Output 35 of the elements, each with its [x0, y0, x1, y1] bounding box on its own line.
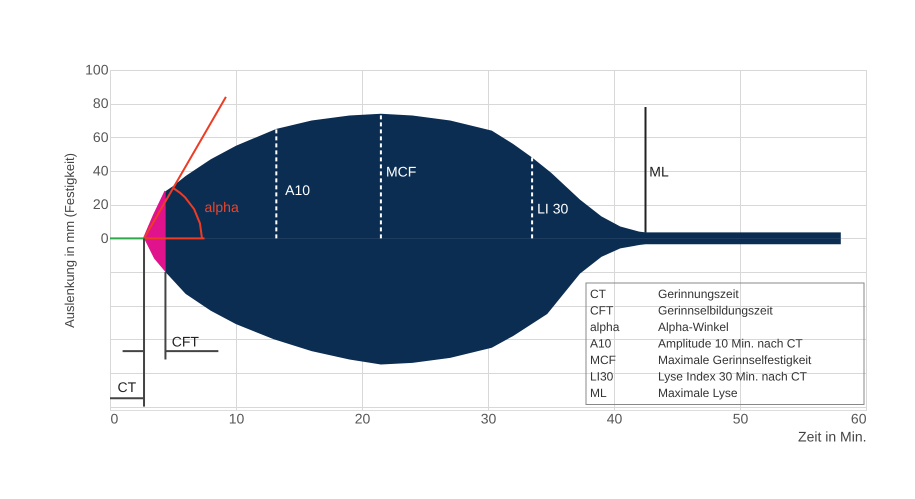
y-tick-label: 60 — [92, 128, 109, 145]
x-tick-label: 40 — [606, 410, 622, 426]
y-tick-label: 100 — [85, 62, 109, 78]
annotation: ML — [649, 164, 669, 180]
annotation: CT — [590, 287, 607, 301]
x-tick-label: 30 — [480, 410, 496, 426]
y-tick-label: 80 — [92, 95, 109, 112]
annotation: A10 — [285, 182, 310, 198]
annotation: CFT — [590, 304, 614, 318]
annotation: LI30 — [590, 370, 614, 384]
annotation: Maximale Lyse — [658, 386, 738, 400]
annotation: CT — [118, 379, 137, 396]
x-tick-label: 20 — [354, 410, 370, 426]
annotation: CFT — [172, 334, 200, 350]
annotation: alpha — [204, 199, 239, 216]
annotation: A10 — [590, 336, 612, 350]
x-tick-label: 60 — [850, 410, 867, 426]
annotation: ML — [590, 386, 607, 400]
annotation: Alpha-Winkel — [658, 320, 729, 334]
annotation: Gerinnselbildungszeit — [658, 304, 774, 318]
annotation: Amplitude 10 Min. nach CT — [658, 336, 804, 350]
y-tick-label: 20 — [92, 196, 109, 212]
annotation: MCF — [590, 353, 616, 367]
x-tick-label: 50 — [732, 410, 748, 426]
y-tick-label: 0 — [100, 230, 109, 246]
annotation: alpha — [590, 320, 620, 334]
annotation: MCF — [386, 164, 416, 180]
annotation: Lyse Index 30 Min. nach CT — [658, 370, 808, 384]
y-axis-title: Auslenkung in mm (Festigkeit) — [62, 153, 78, 328]
x-axis-title: Zeit in Min. — [798, 428, 866, 444]
annotation: LI 30 — [537, 200, 568, 217]
annotation: Maximale Gerinnselfestigkeit — [658, 353, 812, 367]
x-tick-label: 10 — [228, 410, 244, 426]
annotation: Gerinnungszeit — [658, 287, 740, 301]
y-tick-label: 40 — [92, 162, 109, 178]
